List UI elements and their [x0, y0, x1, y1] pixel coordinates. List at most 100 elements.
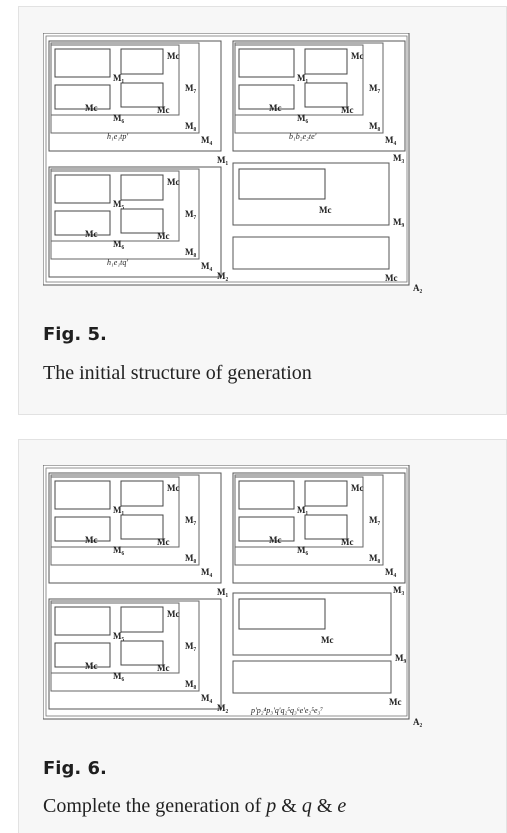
- cluster-top-left: M₁ Mc M₇ Mc Mc M₆ M₈ M₄ M₁: [48, 472, 228, 597]
- block: [120, 480, 164, 507]
- group-frame: [50, 168, 200, 260]
- node-label: M₈: [185, 121, 196, 131]
- figure-label: Fig. 5.: [43, 324, 107, 345]
- figure-card-5: M₁ Mc M₇ Mc Mc M₆ M₈ M₄ M₁ h₁e₁tp' M₁ Mc…: [18, 6, 507, 415]
- node-label: Mc: [269, 535, 282, 545]
- figure-card-6: M₁ Mc M₇ Mc Mc M₆ M₈ M₄ M₁ M₁ Mc M₇ Mc M…: [18, 439, 507, 833]
- cluster-top-right: M₁ Mc M₇ Mc Mc M₆ M₈ M₄ M₃: [232, 472, 406, 595]
- cluster-frame: [232, 472, 406, 584]
- lower-bar: [232, 236, 390, 270]
- group-frame: [234, 42, 384, 134]
- node-label: M₉: [393, 217, 404, 227]
- block: [120, 48, 164, 75]
- node-label: M₁: [113, 73, 124, 83]
- block: [120, 606, 164, 633]
- node-label: M₇: [185, 641, 196, 651]
- node-label: M₈: [369, 553, 380, 563]
- cluster-frame: [48, 598, 222, 710]
- node-label: M₄: [385, 135, 396, 145]
- node-label: M₆: [113, 239, 124, 249]
- caption-var-q: q: [301, 795, 312, 817]
- node-label: M₇: [185, 515, 196, 525]
- block: [238, 480, 295, 510]
- group-frame: [50, 600, 200, 692]
- node-label: M₄: [385, 567, 396, 577]
- node-label: M₇: [369, 83, 380, 93]
- expression: p'p₂⁴p₃'q'q₂⁵q₃⁶e'e₂⁵e₃⁷: [250, 706, 323, 715]
- node-label: M₁: [297, 73, 308, 83]
- node-label: M₆: [297, 545, 308, 555]
- diagram-fig-6: M₁ Mc M₇ Mc Mc M₆ M₈ M₄ M₁ M₁ Mc M₇ Mc M…: [43, 465, 422, 727]
- block: [54, 84, 111, 110]
- outer-frame: [43, 465, 410, 720]
- node-label: M₁: [113, 505, 124, 515]
- node-label: M₃: [393, 153, 404, 163]
- node-label: Mc: [351, 483, 364, 493]
- cluster-frame: [48, 166, 222, 278]
- block: [120, 640, 164, 666]
- group-frame: [50, 474, 200, 566]
- block: [238, 84, 295, 110]
- node-label: Mc: [341, 537, 354, 547]
- node-label: M₈: [185, 679, 196, 689]
- block: [54, 174, 111, 204]
- node-label: M₅: [113, 199, 124, 209]
- outer-frame: [43, 33, 410, 286]
- node-label: Mc: [85, 535, 98, 545]
- caption-prefix: Complete the generation of: [43, 795, 267, 817]
- block: [54, 606, 111, 636]
- block: [304, 82, 348, 108]
- node-label: Mc: [351, 51, 364, 61]
- node-label: M₄: [201, 567, 212, 577]
- node-label: Mc: [389, 697, 402, 707]
- block: [304, 480, 348, 507]
- node-label: Mc: [167, 483, 180, 493]
- single-block-frame: [232, 592, 392, 656]
- node-label: M₂: [217, 271, 228, 281]
- cluster-frame: [232, 40, 406, 152]
- caption-amp: &: [276, 795, 302, 817]
- node-label: Mc: [85, 103, 98, 113]
- node-label: M₆: [113, 545, 124, 555]
- lower-bar: [232, 660, 392, 694]
- caption-var-e: e: [337, 795, 347, 817]
- figure-caption: The initial structure of generation: [43, 362, 312, 384]
- node-label: M₆: [297, 113, 308, 123]
- node-label: M₈: [369, 121, 380, 131]
- single-block-frame: [232, 162, 390, 226]
- block: [120, 82, 164, 108]
- inner-frame: [45, 35, 408, 283]
- node-label: Mc: [385, 273, 398, 283]
- node-label: Mc: [269, 103, 282, 113]
- node-label: M₁: [217, 587, 228, 597]
- node-label: M₉: [395, 653, 406, 663]
- single-block: [238, 598, 326, 630]
- expression: h₁e₁tp': [107, 132, 128, 141]
- figure-caption: Complete the generation of p & q & e: [43, 795, 346, 818]
- node-label: Mc: [321, 635, 334, 645]
- node-label: M₇: [185, 83, 196, 93]
- cluster-bottom-left: M₅ Mc M₇ Mc Mc M₆ M₈ M₄ M₂ h₁e₁tq': [48, 166, 228, 281]
- block: [54, 480, 111, 510]
- caption-var-p: p: [266, 795, 277, 817]
- cluster-top-left: M₁ Mc M₇ Mc Mc M₆ M₈ M₄ M₁ h₁e₁tp': [48, 40, 228, 165]
- node-label: Mc: [167, 177, 180, 187]
- node-label: Mc: [319, 205, 332, 215]
- cluster-frame: [48, 40, 222, 152]
- node-label: M₅: [113, 631, 124, 641]
- block: [304, 48, 348, 75]
- node-label: M₆: [113, 113, 124, 123]
- block: [120, 514, 164, 540]
- single-block: [238, 168, 326, 200]
- node-label: M₈: [185, 247, 196, 257]
- cluster-bottom-left: M₅ Mc M₇ Mc Mc M₆ M₈ M₄ M₂: [48, 598, 228, 713]
- inner-frame: [45, 467, 408, 717]
- group-frame: [234, 474, 384, 566]
- expression: b₁b₂e₂te': [289, 132, 317, 141]
- node-label: M₁: [217, 155, 228, 165]
- node-label: Mc: [167, 609, 180, 619]
- node-label: M₈: [185, 553, 196, 563]
- caption-amp: &: [311, 795, 338, 817]
- node-label: M₁: [297, 505, 308, 515]
- node-label: M₃: [393, 585, 404, 595]
